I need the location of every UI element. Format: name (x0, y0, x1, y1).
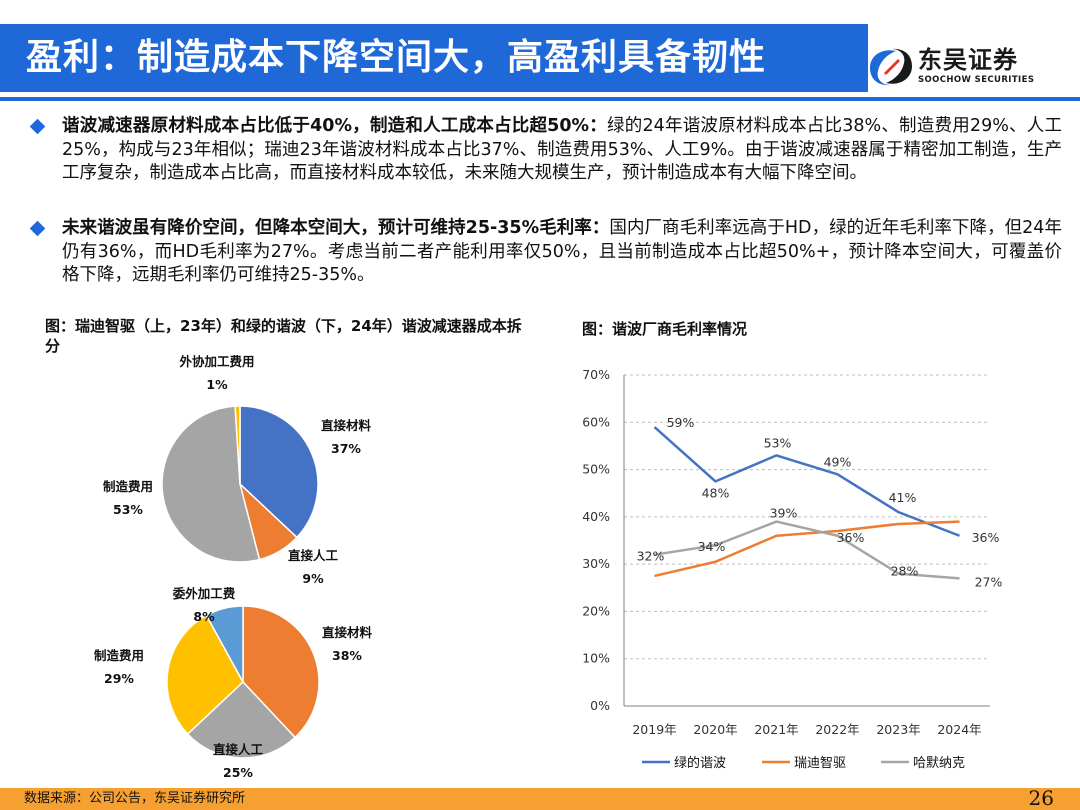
bullet-lead: 未来谐波虽有降价空间，但降本空间大，预计可维持25-35%毛利率： (62, 218, 610, 238)
bullet-text: 绿的24年谐波原材料成本占比38%、制造费用29%、人工25%，构成与23年相似… (62, 116, 1062, 183)
pie-slice (161, 405, 261, 563)
page-number: 26 (1028, 786, 1054, 810)
data-label: 36% (972, 530, 1000, 545)
x-tick-label: 2024年 (937, 722, 981, 737)
data-source: 数据来源：公司公告，东吴证券研究所 (24, 791, 246, 806)
x-tick-label: 2020年 (693, 722, 737, 737)
pie-slice (186, 680, 297, 759)
data-label: 41% (889, 490, 917, 505)
data-label: 34% (698, 539, 726, 554)
legend-label: 绿的谐波 (674, 755, 726, 771)
pie-chart-1: 直接材料 37% 直接人工 9% 制造费用 53% 外协加工费用 1% (103, 354, 372, 586)
data-label: 32% (637, 549, 665, 564)
x-tick-label: 2023年 (876, 722, 920, 737)
data-label: 39% (770, 506, 798, 521)
bullet-lead: 谐波减速器原材料成本占比低于40%，制造和人工成本占比超50%： (62, 116, 608, 136)
bullet-point-2: 未来谐波虽有降价空间，但降本空间大，预计可维持25-35%毛利率：国内厂商毛利率… (29, 217, 1062, 288)
cost-breakdown-pie-charts: 直接材料 37% 直接人工 9% 制造费用 53% 外协加工费用 1% 直接材料 38% 直接人工 2… (94, 354, 373, 780)
footer-bar (0, 788, 1080, 810)
pie-slice-label: 直接材料 (321, 418, 372, 433)
pie-slice-label: 制造费用 (94, 648, 144, 663)
y-tick-label: 10% (582, 651, 610, 666)
legend-label: 瑞迪智驱 (794, 756, 846, 771)
pie-slice (205, 605, 244, 683)
logo-name-en: SOOCHOW SECURITIES (918, 75, 1035, 85)
logo-name-cn: 东吴证券 (918, 46, 1018, 74)
x-tick-label: 2022年 (815, 722, 859, 737)
pie-chart-2: 直接材料 38% 直接人工 25% 制造费用 29% 委外加工费 8% (94, 586, 373, 780)
pie-slice-value: 25% (223, 765, 253, 780)
diamond-bullet-icon (29, 220, 46, 237)
company-logo: 东吴证券 SOOCHOW SECURITIES (866, 44, 1046, 90)
pie-slice-label: 委外加工费 (172, 586, 236, 601)
pie-slice-label: 直接人工 (213, 742, 264, 757)
bullet-text: 国内厂商毛利率远高于HD，绿的近年毛利率下降，但24年仍有36%，而HD毛利率为… (62, 218, 1062, 285)
y-tick-label: 60% (582, 414, 610, 429)
y-tick-label: 70% (582, 367, 610, 382)
pie-slice-value: 9% (302, 571, 324, 586)
series-line (654, 520, 960, 580)
gross-margin-line-chart: 0% 10% 20% 30% 40% 50% 60% 70% 2019年 2020年 2021年 20… (582, 367, 1003, 771)
pie-slice (242, 605, 320, 739)
pie-slice (166, 614, 244, 736)
y-tick-label: 50% (582, 462, 610, 477)
pie-slice-value: 37% (331, 441, 361, 456)
data-label: 27% (975, 574, 1003, 589)
data-label: 49% (824, 454, 852, 469)
pie-slice-label: 制造费用 (103, 479, 153, 494)
pie-slice-value: 8% (193, 609, 215, 624)
pie-slice-value: 29% (104, 671, 134, 686)
data-label: 53% (764, 435, 792, 450)
data-label: 59% (667, 415, 695, 430)
pie-slice-label: 直接材料 (322, 625, 373, 640)
data-label: 48% (702, 485, 730, 500)
series-line (653, 426, 960, 537)
bullet-point-1: 谐波减速器原材料成本占比低于40%，制造和人工成本占比超50%：绿的24年谐波原… (29, 115, 1062, 186)
y-tick-label: 40% (582, 509, 610, 524)
pie-slice (239, 405, 319, 539)
pie-slice-label: 直接人工 (288, 548, 339, 563)
diamond-bullet-icon (29, 118, 46, 135)
x-tick-label: 2021年 (754, 722, 798, 737)
data-label: 36% (837, 530, 865, 545)
pie-slice-label: 外协加工费用 (178, 354, 254, 369)
pie-slice-value: 1% (206, 377, 228, 392)
x-tick-label: 2019年 (632, 722, 676, 737)
y-tick-label: 0% (590, 698, 610, 713)
pie-figure-title: 图：瑞迪智驱（上，23年）和绿的谐波（下，24年）谐波减速器成本拆分 (45, 317, 522, 355)
title-bar: 盈利：制造成本下降空间大，高盈利具备韧性 (0, 24, 868, 92)
line-figure-title: 图：谐波厂商毛利率情况 (582, 320, 748, 338)
pie-slice-value: 53% (113, 502, 143, 517)
page-title: 盈利：制造成本下降空间大，高盈利具备韧性 (26, 37, 767, 78)
data-label: 28% (891, 564, 919, 579)
y-tick-label: 20% (582, 603, 610, 618)
pie-slice-value: 38% (332, 648, 362, 663)
header-divider (0, 97, 1080, 101)
series-line (654, 520, 960, 578)
legend-label: 哈默纳克 (913, 755, 965, 771)
y-tick-label: 30% (582, 556, 610, 571)
logo-mark-icon (870, 48, 912, 86)
pie-slice (234, 405, 241, 485)
